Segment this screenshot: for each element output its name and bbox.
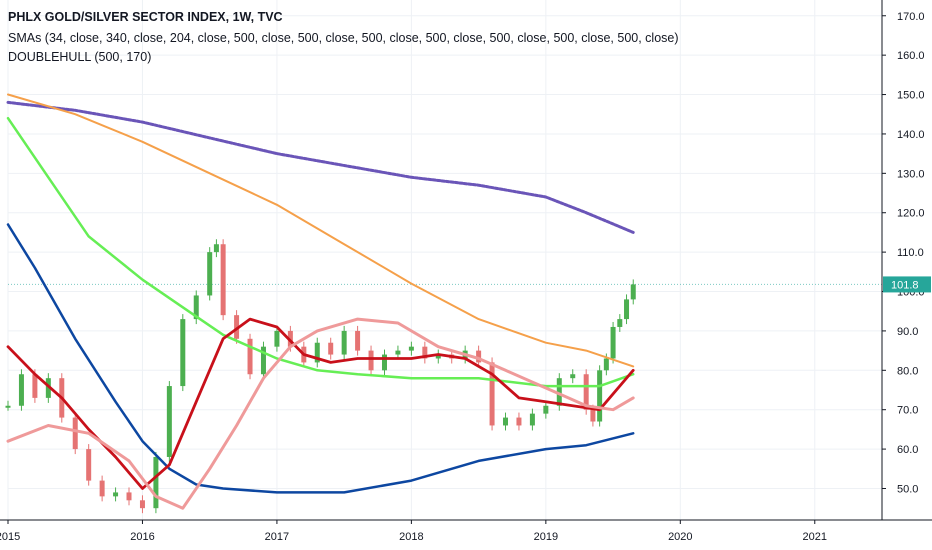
candle <box>395 350 401 355</box>
candle <box>381 354 387 371</box>
candle <box>220 244 226 316</box>
ma-series-line <box>6 317 635 510</box>
y-tick-label: 80.0 <box>897 365 918 377</box>
candle <box>180 319 186 387</box>
x-tick-label: 2019 <box>534 531 558 543</box>
y-tick-label: 120.0 <box>897 208 925 220</box>
candle <box>556 378 562 406</box>
chart-title: PHLX GOLD/SILVER SECTOR INDEX, 1W, TVC <box>8 10 283 24</box>
ma-series-line <box>6 317 635 490</box>
candle <box>126 492 132 501</box>
candle <box>314 342 320 363</box>
y-tick-label: 130.0 <box>897 168 925 180</box>
y-tick-label: 60.0 <box>897 444 918 456</box>
x-tick-label: 2018 <box>399 531 423 543</box>
candle <box>139 500 145 509</box>
candle <box>5 405 11 408</box>
y-tick-label: 110.0 <box>897 247 924 259</box>
candle <box>624 299 630 320</box>
candle <box>234 315 240 339</box>
candle <box>86 449 92 481</box>
candle <box>113 492 119 497</box>
y-tick-label: 150.0 <box>897 90 925 102</box>
candle <box>583 374 589 410</box>
ma-series-line <box>6 223 635 494</box>
candle <box>260 346 266 375</box>
last-price-label: 101.8 <box>891 279 919 291</box>
y-tick-label: 170.0 <box>897 11 925 23</box>
candle <box>341 330 347 355</box>
x-tick-label: 2021 <box>803 531 827 543</box>
x-tick-label: 2015 <box>0 531 20 543</box>
candle <box>597 370 603 422</box>
y-tick-label: 70.0 <box>897 405 918 417</box>
candle <box>274 330 280 347</box>
indicator-label-doublehull[interactable]: DOUBLEHULL (500, 170) <box>8 50 152 64</box>
candle <box>166 386 172 457</box>
candle <box>45 378 51 398</box>
candle <box>153 456 159 509</box>
candle <box>422 346 428 359</box>
candle <box>368 350 374 371</box>
ma-series-line <box>6 116 635 388</box>
candle <box>32 374 38 398</box>
last-price-badge <box>883 276 931 293</box>
candle <box>408 346 414 351</box>
candle <box>543 405 549 414</box>
candle <box>193 295 199 320</box>
y-tick-label: 50.0 <box>897 483 918 495</box>
candle <box>328 342 334 355</box>
candle <box>529 413 535 426</box>
candle <box>630 284 636 300</box>
candle <box>18 374 24 406</box>
candle <box>476 350 482 363</box>
candle <box>590 409 596 422</box>
candle <box>207 252 213 296</box>
x-tick-label: 2016 <box>130 531 154 543</box>
candle <box>99 480 105 497</box>
ma-series-line <box>6 100 635 234</box>
candle <box>570 374 576 379</box>
y-tick-label: 140.0 <box>897 129 925 141</box>
x-tick-label: 2020 <box>668 531 692 543</box>
candle <box>72 417 78 450</box>
ma-series-line <box>7 93 635 368</box>
y-tick-label: 160.0 <box>897 50 925 62</box>
x-tick-label: 2017 <box>265 531 289 543</box>
candle <box>435 354 441 359</box>
candle <box>213 244 219 253</box>
candle <box>603 358 609 371</box>
y-tick-label: 90.0 <box>897 326 918 338</box>
candle <box>617 319 623 327</box>
candle <box>489 362 495 426</box>
candle <box>355 330 361 351</box>
candle <box>516 417 522 426</box>
indicator-label-smas[interactable]: SMAs (34, close, 340, close, 204, close,… <box>8 31 679 45</box>
candle <box>503 417 509 426</box>
candle <box>610 326 616 359</box>
candle <box>247 338 253 375</box>
